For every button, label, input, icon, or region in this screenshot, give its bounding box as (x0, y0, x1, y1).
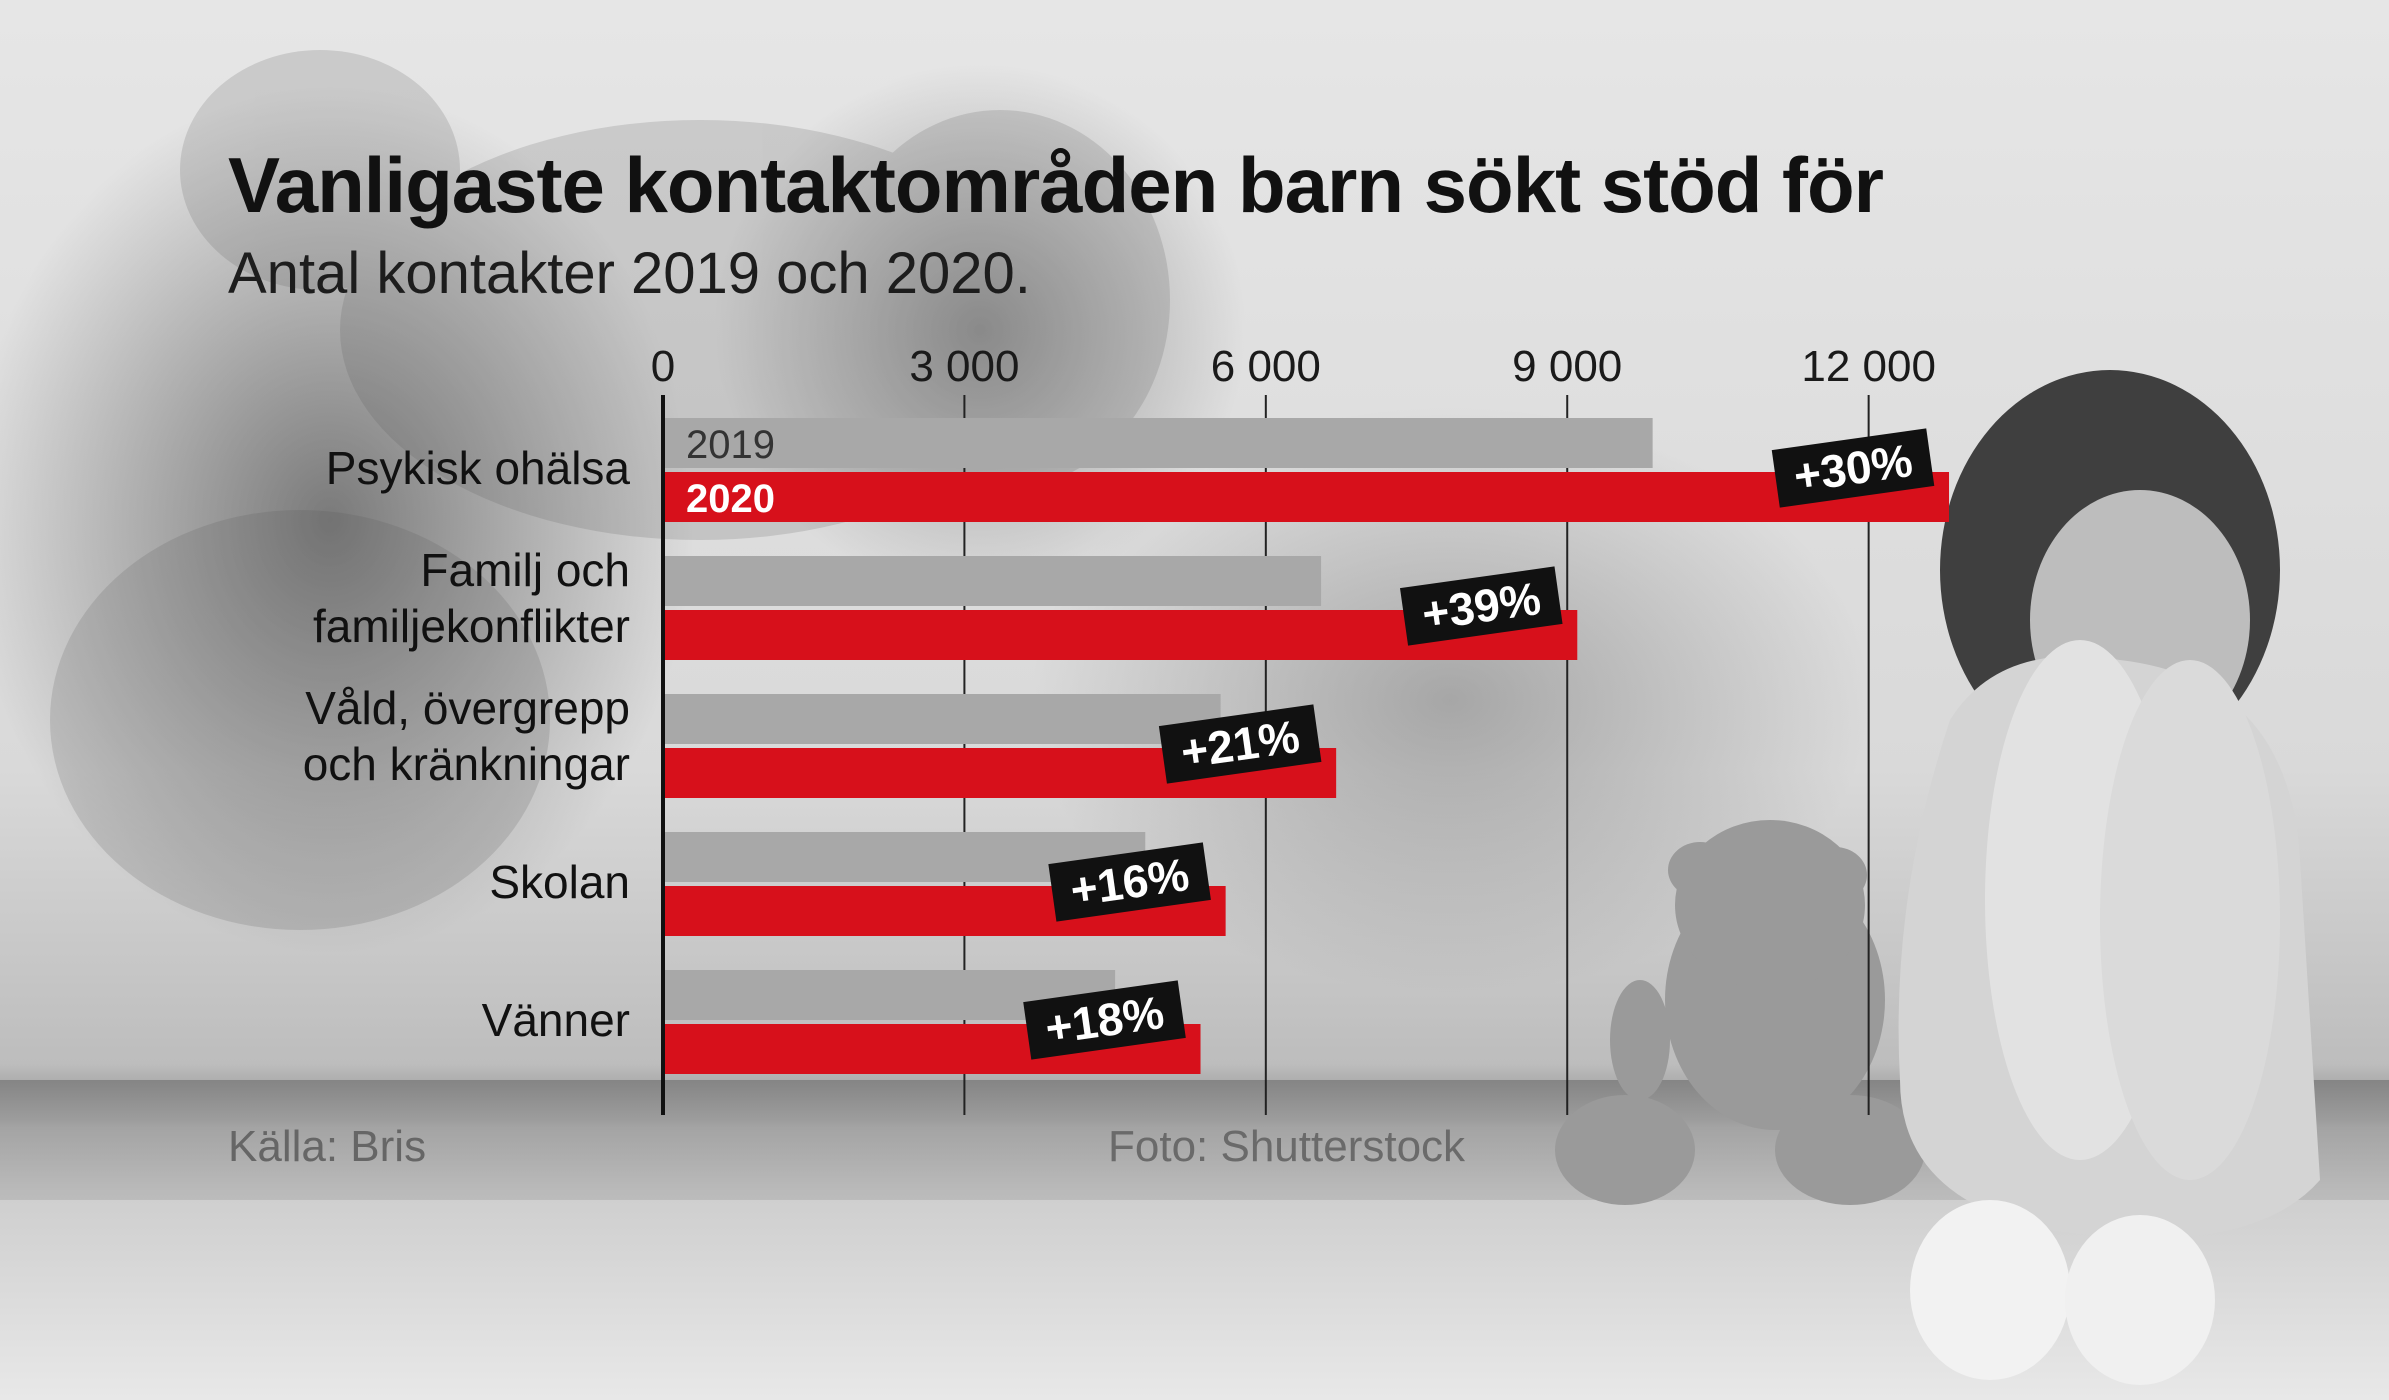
change-badge-box (1023, 980, 1186, 1060)
change-badge: +21% (1158, 704, 1322, 784)
change-badge-box (1400, 566, 1563, 646)
x-tick-label: 6 000 (1211, 342, 1321, 391)
change-badges: +30% +39% +21% +16% +18% (1023, 428, 1935, 1060)
photo-credit: Foto: Shutterstock (1108, 1122, 1466, 1171)
x-tick-label: 3 000 (909, 342, 1019, 391)
series-label-2020: 2020 (686, 477, 775, 521)
teddy-bear-image (1555, 820, 1925, 1205)
change-badge: +18% (1023, 980, 1186, 1060)
bar-2019 (663, 694, 1221, 744)
change-badge: +30% (1771, 428, 1935, 508)
category-label: Våld, övergrepp (305, 682, 630, 734)
change-badge: +39% (1400, 566, 1563, 646)
x-tick-label: 9 000 (1512, 342, 1622, 391)
change-badge-box (1771, 428, 1935, 508)
source-note: Källa: Bris (228, 1122, 427, 1171)
category-label: familjekonflikter (313, 600, 630, 652)
bar-2019 (663, 418, 1653, 468)
category-label: Skolan (489, 856, 630, 908)
page-title: Vanligaste kontaktområden barn sökt stöd… (228, 141, 1884, 229)
change-badge: +16% (1048, 842, 1211, 922)
category-label: Familj och (420, 544, 630, 596)
bar-2019 (663, 556, 1322, 606)
page-subtitle: Antal kontakter 2019 och 2020. (228, 241, 1031, 306)
category-label: och kränkningar (303, 738, 630, 790)
change-badge-box (1158, 704, 1322, 784)
change-badge-box (1048, 842, 1211, 922)
series-label-2019: 2019 (686, 423, 775, 467)
x-axis-ticks: 0 3 000 6 000 9 000 12 000 (651, 342, 1936, 391)
x-tick-label: 12 000 (1801, 342, 1936, 391)
category-label: Psykisk ohälsa (326, 442, 631, 494)
category-label: Vänner (482, 994, 630, 1046)
child-image (1898, 370, 2320, 1385)
x-tick-label: 0 (651, 342, 675, 391)
category-labels: Psykisk ohälsa Familj ochfamiljekonflikte… (303, 442, 631, 1046)
bar-2020 (663, 472, 1950, 522)
